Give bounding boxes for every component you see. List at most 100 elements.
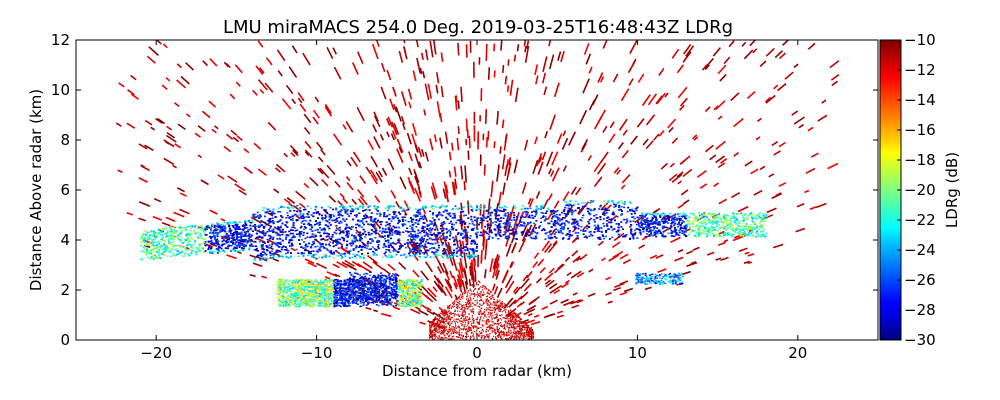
noise-dash — [465, 44, 468, 58]
heatmap-cell — [198, 237, 201, 240]
noise-dash — [379, 133, 385, 141]
heatmap-cell — [205, 228, 208, 231]
heatmap-cell — [552, 230, 555, 232]
noise-dash — [668, 126, 674, 133]
noise-dash — [406, 132, 412, 145]
noise-dash — [548, 267, 555, 274]
noise-dash — [265, 57, 273, 66]
noise-dash — [350, 156, 359, 168]
noise-dash — [457, 269, 464, 286]
noise-dash — [385, 118, 391, 127]
noise-dash — [605, 292, 612, 296]
noise-dash — [588, 268, 594, 273]
noise-dash — [457, 126, 460, 135]
noise-dash — [209, 242, 218, 247]
noise-dash — [392, 88, 397, 95]
noise-dash — [545, 151, 554, 167]
heatmap-cell — [244, 222, 247, 224]
heatmap-cell — [213, 226, 216, 229]
heatmap-cell — [429, 233, 432, 236]
noise-dash — [549, 114, 556, 130]
noise-dash — [424, 83, 430, 101]
noise-dash — [602, 40, 608, 49]
noise-dash — [267, 121, 277, 131]
noise-dash — [696, 169, 707, 178]
noise-dash — [512, 286, 519, 293]
heatmap-cell — [544, 238, 547, 240]
heatmap-cell — [684, 215, 687, 218]
noise-dash — [636, 118, 645, 128]
heatmap-cell — [185, 229, 188, 231]
heatmap-cell — [441, 238, 444, 240]
noise-dash — [523, 283, 532, 292]
noise-dash — [285, 84, 294, 95]
noise-dash — [165, 216, 176, 222]
noise-dash — [679, 159, 686, 165]
noise-dash — [234, 64, 243, 74]
noise-dash — [743, 49, 754, 60]
noise-dash — [315, 141, 324, 151]
noise-dash — [720, 158, 728, 164]
noise-dash — [713, 105, 719, 111]
noise-dash — [261, 220, 271, 227]
noise-dash — [623, 287, 634, 293]
noise-dash — [180, 75, 190, 85]
noise-dash — [598, 240, 604, 247]
noise-dash — [779, 52, 787, 60]
noise-dash — [709, 154, 717, 161]
noise-dash — [236, 251, 242, 255]
noise-dash — [535, 190, 541, 199]
noise-dash — [162, 43, 168, 49]
noise-dash — [508, 157, 512, 166]
noise-dash — [668, 173, 678, 182]
noise-dash — [562, 165, 568, 172]
heatmap-cell — [260, 258, 263, 261]
heatmap-cell — [277, 211, 280, 213]
noise-dash — [827, 162, 839, 170]
noise-dash — [412, 70, 417, 82]
noise-dash — [662, 225, 673, 233]
noise-dash — [157, 117, 166, 125]
noise-dash — [275, 163, 286, 173]
noise-dash — [683, 44, 692, 55]
heatmap-cell — [703, 230, 706, 233]
noise-dash — [483, 164, 486, 176]
noise-dash — [723, 239, 729, 243]
noise-dash — [749, 40, 757, 47]
noise-dash — [225, 133, 234, 141]
noise-dash — [504, 297, 514, 309]
heatmap-cell — [598, 230, 601, 232]
noise-dash — [126, 122, 136, 129]
noise-dash — [791, 110, 799, 116]
noise-dash — [425, 261, 433, 273]
noise-dash — [548, 282, 558, 290]
heatmap-cell — [629, 237, 632, 239]
noise-dash — [249, 273, 256, 278]
noise-dash — [499, 146, 502, 154]
noise-dash — [549, 299, 558, 305]
noise-dash — [704, 106, 711, 113]
noise-dash — [398, 50, 404, 63]
noise-dash — [718, 230, 725, 235]
noise-dash — [152, 215, 162, 221]
noise-dash — [367, 254, 378, 264]
heatmap-cell — [344, 255, 347, 257]
noise-dash — [351, 62, 359, 75]
noise-dash — [274, 167, 282, 173]
heatmap-cell — [414, 216, 417, 218]
noise-dash — [496, 164, 500, 182]
noise-dash — [669, 162, 675, 168]
noise-dash — [352, 151, 361, 163]
noise-dash — [289, 144, 299, 154]
noise-dash — [436, 101, 441, 118]
noise-dash — [630, 135, 638, 145]
noise-dash — [551, 167, 560, 182]
noise-dash — [319, 167, 330, 179]
heatmap-cell — [274, 242, 276, 245]
noise-dash — [619, 280, 629, 285]
heatmap-cell — [463, 246, 466, 248]
noise-dash — [402, 123, 406, 131]
noise-dash — [495, 269, 500, 280]
noise-dash — [387, 263, 396, 272]
noise-dash — [255, 65, 264, 75]
